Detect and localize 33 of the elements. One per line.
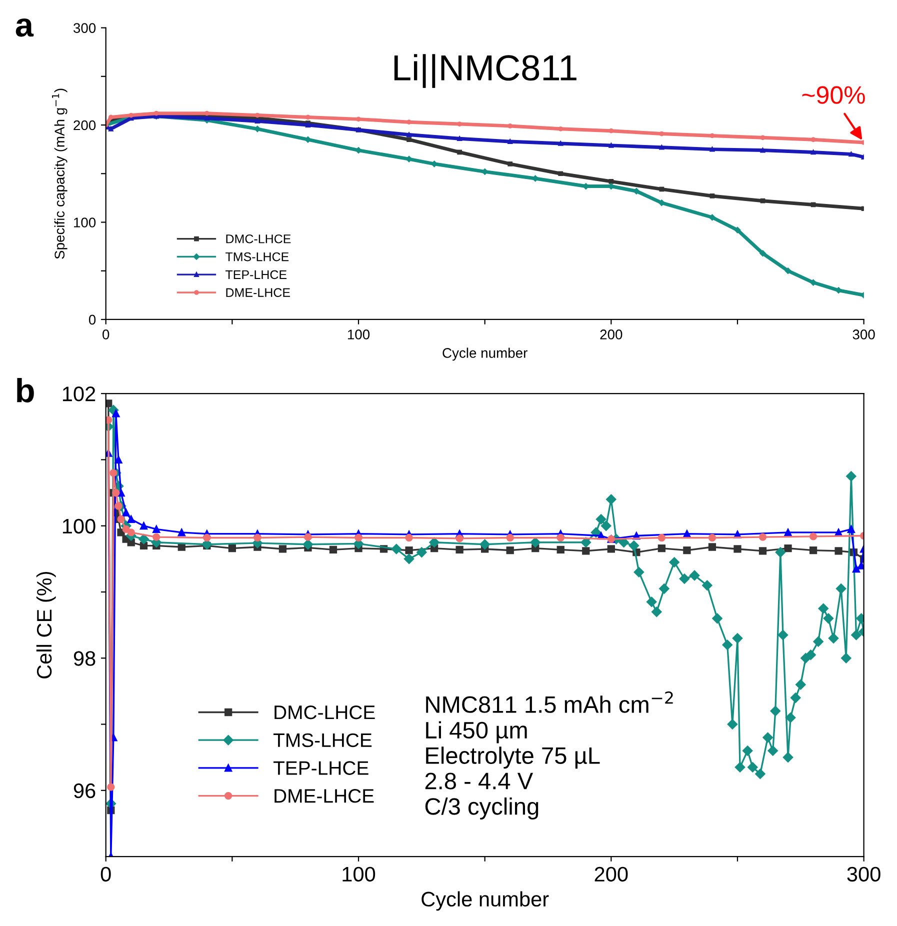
text: Li||NMC811 — [394, 54, 576, 88]
y-tick-label: 102 — [62, 386, 96, 402]
legend-label: DMC-LHCE — [226, 234, 291, 244]
x-axis-title: Cycle number — [442, 348, 528, 361]
y-tick-label: 100 — [62, 518, 96, 534]
text: b — [17, 378, 34, 402]
legend-label: TMS-LHCE — [226, 252, 289, 262]
legend-label: TEP-LHCE — [226, 270, 287, 280]
x-tick-label: 300 — [852, 330, 875, 340]
x-axis-title: Cycle number — [422, 891, 549, 911]
text: NMC811 1.5 mAh cm$^{−2}$ Li 450 µm Electrolyte 75 µL 2.8 - 4.4 V C/3 cycling — [425, 691, 673, 820]
legend-label: DME-LHCE — [226, 288, 290, 297]
y-tick-label: 98 — [74, 651, 96, 666]
x-tick-label: 300 — [847, 866, 880, 882]
y-tick-label: 96 — [74, 783, 96, 798]
y-tick-label: 200 — [74, 120, 96, 130]
legend-label: DME-LHCE — [274, 789, 374, 803]
legend-label: DMC-LHCE — [274, 705, 375, 720]
y-tick-label: 0 — [88, 314, 96, 325]
x-tick-label: 200 — [600, 330, 622, 340]
x-tick-label: 0 — [102, 330, 110, 340]
text: a — [16, 18, 34, 37]
x-tick-label: 100 — [342, 866, 376, 882]
x-tick-label: 100 — [348, 330, 370, 340]
y-axis-title: Specific capacity (mAh g$^{−1}$) — [52, 88, 68, 259]
y-tick-label: 300 — [73, 23, 96, 33]
legend-label: TMS-LHCE — [273, 733, 372, 748]
x-tick-label: 200 — [594, 866, 628, 882]
annotation: ~90% — [802, 86, 865, 104]
legend-label: TEP-LHCE — [273, 761, 368, 775]
x-tick-label: 0 — [100, 866, 111, 882]
y-tick-label: 100 — [74, 218, 96, 228]
y-axis-title: Cell CE (%) — [36, 572, 56, 678]
